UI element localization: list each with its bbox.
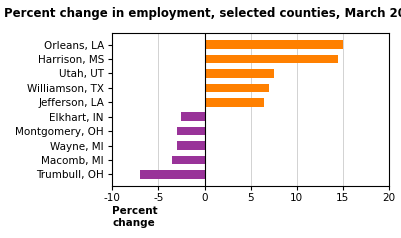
Bar [181, 112, 205, 121]
Text: Percent
change: Percent change [112, 206, 158, 228]
Bar [205, 40, 343, 49]
Bar [177, 141, 205, 150]
Bar [140, 170, 205, 179]
Bar [205, 55, 338, 63]
Bar [172, 156, 205, 164]
Bar [177, 127, 205, 135]
Bar [205, 84, 269, 92]
Bar [205, 98, 265, 107]
Text: Percent change in employment, selected counties, March 2006-2007: Percent change in employment, selected c… [4, 7, 401, 20]
Bar [205, 69, 273, 78]
